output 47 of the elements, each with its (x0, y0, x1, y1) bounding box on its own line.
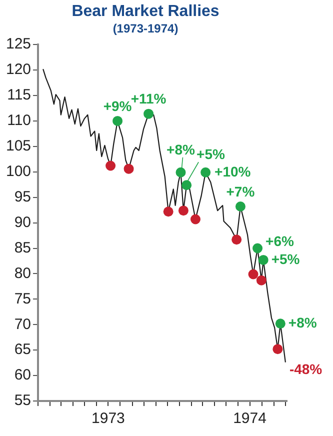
annotation: +5% (196, 146, 226, 162)
y-tick-label: 100 (6, 163, 32, 180)
annotation: +8% (166, 141, 196, 158)
x-tick-label: 1973 (92, 410, 125, 428)
point (235, 202, 246, 212)
y-tick-label: 60 (14, 366, 32, 384)
point (124, 164, 134, 174)
y-tick-label: 80 (14, 264, 32, 282)
point (163, 206, 174, 217)
point (106, 160, 116, 171)
point (144, 108, 154, 119)
annotation: +8% (288, 314, 318, 330)
point (252, 243, 263, 254)
y-tick-label: 110 (7, 112, 32, 130)
y-tick-label: 55 (14, 392, 32, 410)
point (258, 254, 268, 265)
y-tick-label: 65 (14, 341, 32, 358)
point (200, 167, 211, 178)
point (275, 318, 286, 329)
annotation: +9% (103, 98, 132, 114)
y-tick-label: 125 (6, 36, 32, 53)
y-tick-label: 70 (14, 316, 32, 333)
point (232, 234, 242, 245)
point (112, 116, 123, 126)
chart-subtitle: (1973-1974) (112, 22, 178, 36)
annotation: +11% (130, 90, 167, 107)
annotation: +6% (266, 233, 294, 250)
y-tick-label: 85 (14, 239, 32, 256)
annotation: +10% (214, 163, 252, 180)
point (272, 344, 283, 354)
point (182, 180, 192, 190)
x-tick-label: 1974 (233, 410, 266, 428)
annotation: -48% (289, 361, 323, 378)
point (248, 269, 258, 280)
point (256, 275, 266, 286)
y-tick-label: 115 (7, 86, 32, 104)
y-tick-label: 105 (6, 138, 32, 155)
annotation: +5% (271, 250, 300, 267)
point (176, 167, 186, 178)
point (178, 206, 188, 216)
annotation: +7% (226, 183, 256, 200)
y-tick-label: 90 (14, 214, 32, 231)
y-tick-label: 95 (14, 188, 32, 206)
y-tick-label: 120 (6, 61, 32, 78)
y-tick-label: 75 (14, 290, 32, 308)
chart-title: Bear Market Rallies (72, 3, 220, 20)
point (190, 214, 200, 224)
